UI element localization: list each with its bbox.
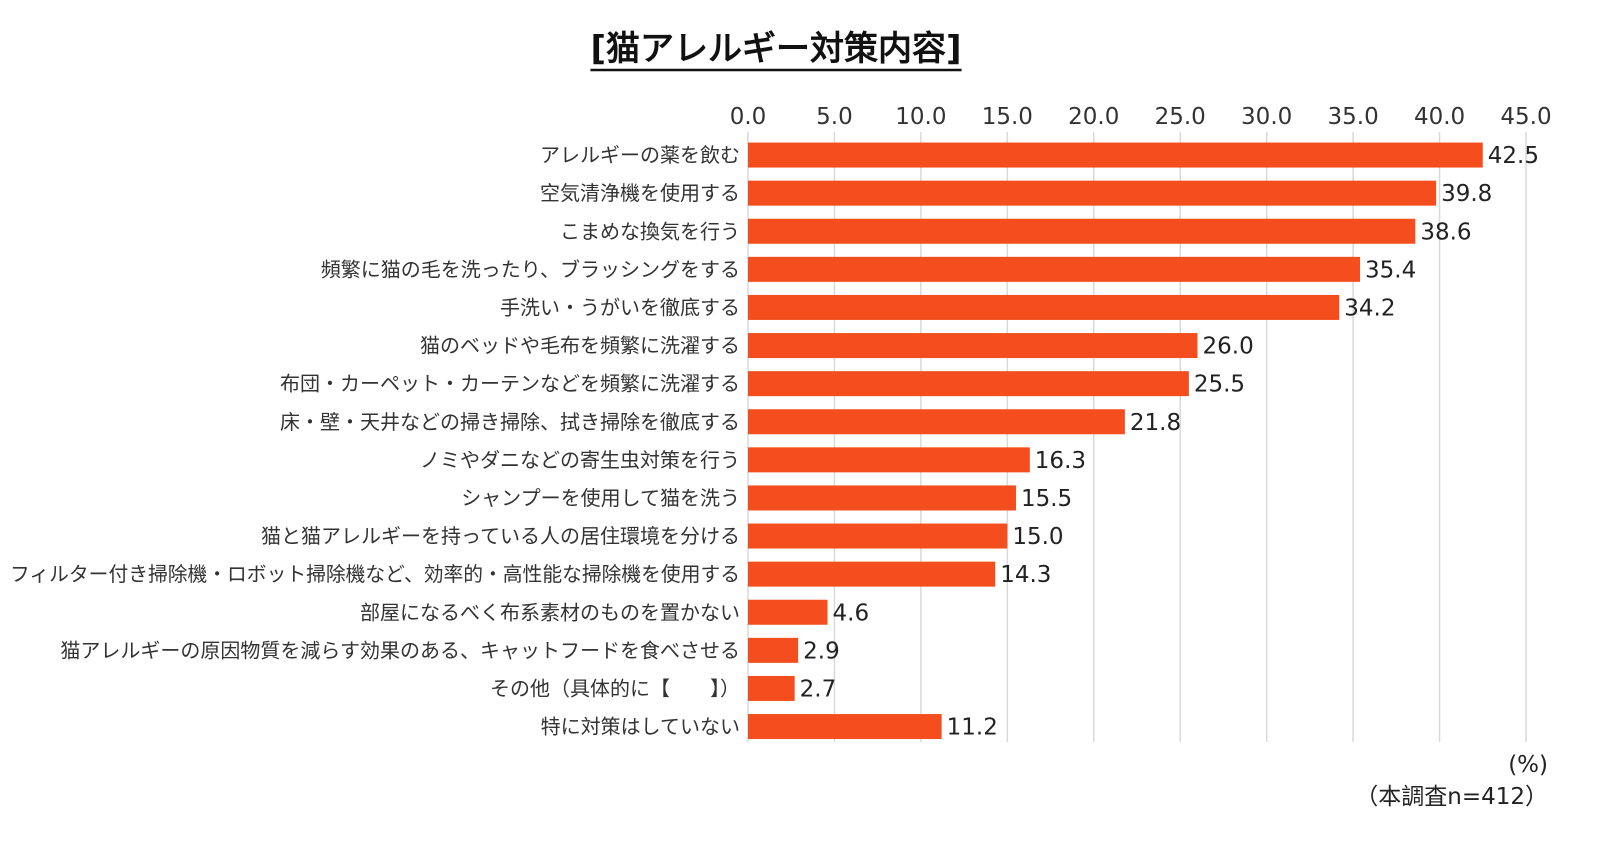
- bar: [748, 371, 1189, 397]
- bar: [748, 180, 1437, 206]
- data-label: 39.8: [1441, 181, 1492, 207]
- data-label: 42.5: [1488, 143, 1539, 169]
- category-label: 猫アレルギーの原因物質を減らす効果のある、キャットフードを食べさせる: [60, 638, 740, 662]
- data-label: 2.7: [800, 676, 837, 702]
- data-label: 14.3: [1000, 562, 1051, 588]
- data-label: 16.3: [1035, 448, 1086, 474]
- bar: [748, 561, 996, 587]
- category-label: 猫と猫アレルギーを持っている人の居住環境を分ける: [261, 524, 740, 548]
- category-label: 布団・カーペット・カーテンなどを頻繁に洗濯する: [280, 372, 740, 396]
- bar: [748, 447, 1030, 473]
- data-label: 4.6: [833, 600, 870, 626]
- data-label: 11.2: [947, 715, 998, 741]
- bar: [748, 599, 828, 625]
- x-tick-label: 35.0: [1328, 104, 1379, 130]
- x-tick-label: 10.0: [895, 104, 946, 130]
- data-label: 21.8: [1130, 410, 1181, 436]
- data-label: 34.2: [1344, 295, 1395, 321]
- category-label: シャンプーを使用して猫を洗う: [461, 486, 740, 510]
- category-label: ノミやダニなどの寄生虫対策を行う: [420, 448, 740, 472]
- x-tick-label: 5.0: [816, 104, 853, 130]
- category-label: その他（具体的に【 】）: [490, 676, 740, 700]
- chart-title: [猫アレルギー対策内容]: [590, 29, 961, 69]
- category-label: 空気清浄機を使用する: [540, 181, 740, 205]
- bar: [748, 142, 1483, 168]
- bars: [748, 142, 1483, 740]
- data-label: 15.0: [1012, 524, 1063, 550]
- data-label: 26.0: [1203, 334, 1254, 360]
- category-label: 手洗い・うがいを徹底する: [500, 295, 740, 319]
- unit-label: (%): [1508, 752, 1548, 778]
- bar: [748, 523, 1008, 549]
- category-label: 猫のベッドや毛布を頻繁に洗濯する: [420, 334, 740, 358]
- sample-note: （本調査n=412）: [1355, 784, 1548, 810]
- data-label: 38.6: [1420, 219, 1471, 245]
- x-tick-label: 15.0: [982, 104, 1033, 130]
- bar: [748, 675, 795, 701]
- x-axis-ticks: 0.0 5.0 10.0 15.0 20.0 25.0 30.0 35.0 40.0 45.0: [730, 104, 1552, 130]
- category-label: こまめな換気を行う: [560, 219, 740, 243]
- category-label: アレルギーの薬を飲む: [540, 143, 740, 167]
- category-label: 特に対策はしていない: [541, 715, 740, 739]
- category-label: 部屋になるべく布系素材のものを置かない: [360, 600, 740, 624]
- x-tick-label: 0.0: [730, 104, 767, 130]
- bar: [748, 409, 1125, 435]
- bar: [748, 256, 1361, 282]
- category-labels: アレルギーの薬を飲む空気清浄機を使用するこまめな換気を行う頻繁に猫の毛を洗ったり…: [10, 143, 740, 739]
- x-tick-label: 25.0: [1155, 104, 1206, 130]
- bar: [748, 294, 1340, 320]
- x-tick-label: 20.0: [1068, 104, 1119, 130]
- bar: [748, 714, 942, 740]
- data-label: 2.9: [803, 638, 840, 664]
- bar: [748, 637, 799, 663]
- x-tick-label: 45.0: [1500, 104, 1551, 130]
- x-tick-label: 40.0: [1414, 104, 1465, 130]
- bar: [748, 218, 1416, 244]
- category-label: 床・壁・天井などの掃き掃除、拭き掃除を徹底する: [280, 410, 740, 434]
- data-label: 25.5: [1194, 372, 1245, 398]
- data-label: 35.4: [1365, 257, 1416, 283]
- bar: [748, 485, 1016, 511]
- bar: [748, 333, 1198, 359]
- category-label: 頻繁に猫の毛を洗ったり、ブラッシングをする: [321, 257, 740, 281]
- data-label: 15.5: [1021, 486, 1072, 512]
- category-label: フィルター付き掃除機・ロボット掃除機など、効率的・高性能な掃除機を使用する: [10, 562, 740, 586]
- x-tick-label: 30.0: [1241, 104, 1292, 130]
- value-labels: 42.5 39.8 38.635.4 34.2 26.0 25.5 21.8 16.3 15.5…: [800, 143, 1539, 741]
